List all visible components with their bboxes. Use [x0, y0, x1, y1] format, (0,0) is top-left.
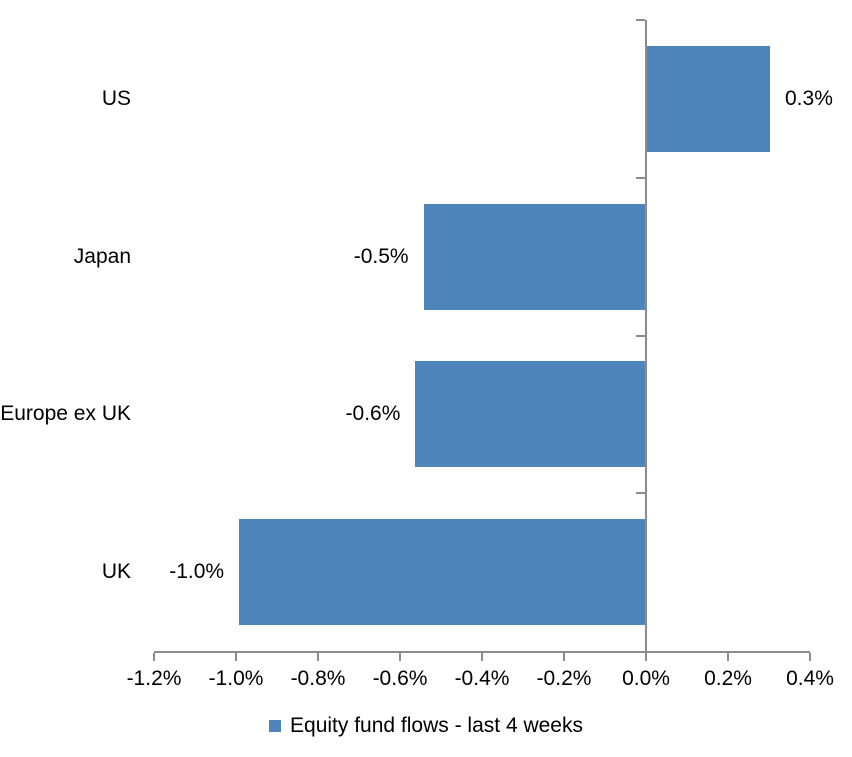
zero-axis-line — [645, 20, 647, 653]
data-label-japan: -0.5% — [353, 244, 409, 268]
x-tick-label: 0.0% — [622, 667, 670, 690]
x-tick-label: -0.2% — [536, 667, 592, 690]
data-label-uk: -1.0% — [169, 560, 225, 584]
x-tick-label: -1.0% — [208, 667, 264, 690]
bar-us — [647, 45, 770, 152]
bar-uk — [239, 519, 645, 626]
x-axis-tick — [563, 653, 565, 661]
x-axis-tick — [235, 653, 237, 661]
x-tick-label: -0.4% — [454, 667, 510, 690]
x-tick-label: -0.8% — [290, 667, 346, 690]
category-label-us: US — [101, 86, 131, 110]
x-axis-line — [154, 651, 810, 653]
category-label-japan: Japan — [73, 244, 131, 268]
x-axis-tick — [809, 653, 811, 661]
x-tick-label: 0.4% — [786, 667, 834, 690]
x-tick-label: 0.2% — [704, 667, 752, 690]
x-tick-label: -0.6% — [372, 667, 428, 690]
bar-europe-ex-uk — [415, 361, 645, 468]
data-label-us: 0.3% — [785, 86, 833, 110]
category-label-uk: UK — [101, 560, 131, 584]
x-axis-tick — [481, 653, 483, 661]
data-label-europe-ex-uk: -0.6% — [345, 402, 401, 426]
category-axis-tick — [636, 334, 645, 337]
legend-label: Equity fund flows - last 4 weeks — [290, 714, 583, 737]
category-axis-tick — [636, 176, 645, 179]
category-axis-tick — [636, 19, 645, 21]
x-axis-tick — [317, 653, 319, 661]
x-axis-tick — [645, 653, 647, 661]
legend: Equity fund flows - last 4 weeks — [0, 711, 852, 741]
legend-marker — [269, 720, 282, 732]
category-label-europe-ex-uk: Europe ex UK — [0, 402, 131, 426]
x-axis-tick — [399, 653, 401, 661]
bar-japan — [423, 203, 645, 310]
category-axis-tick — [636, 492, 645, 495]
x-axis-tick — [153, 653, 155, 661]
x-axis-tick — [727, 653, 729, 661]
x-tick-label: -1.2% — [126, 667, 182, 690]
